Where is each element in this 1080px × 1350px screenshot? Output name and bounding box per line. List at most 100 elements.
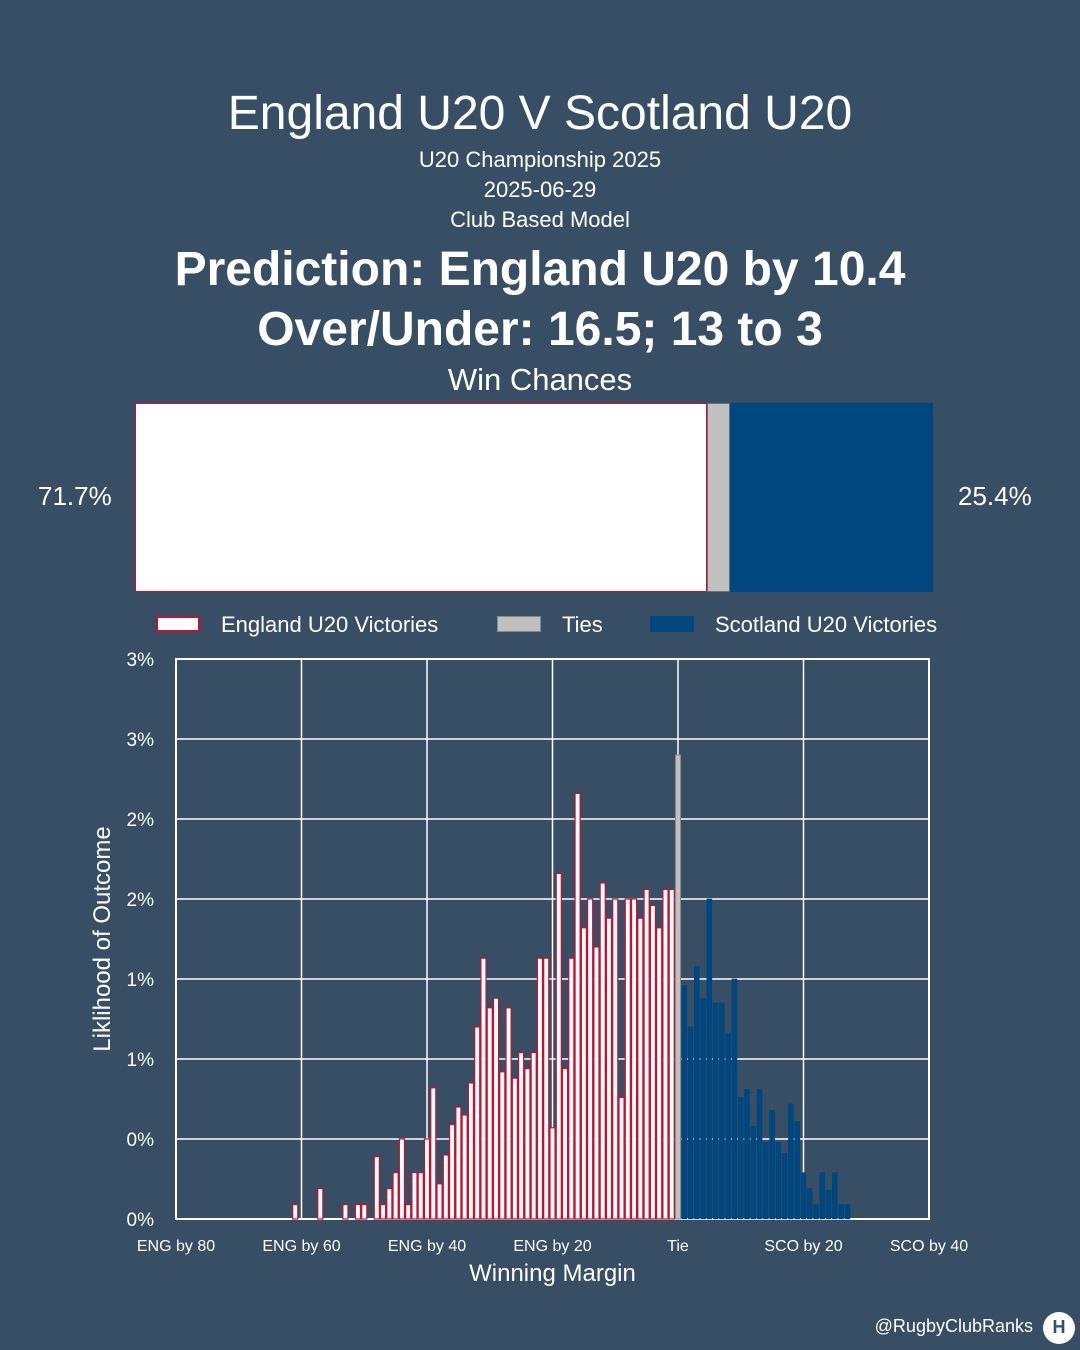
bar-england	[587, 898, 594, 1220]
bar-scotland	[813, 1204, 819, 1220]
bar-scotland	[800, 1172, 807, 1220]
bar-england	[492, 997, 500, 1220]
brand-logo-icon: H	[1043, 1312, 1075, 1344]
bar-england	[292, 1203, 299, 1220]
bar-scotland	[794, 1121, 801, 1220]
bar-tie	[674, 754, 682, 1220]
bar-scotland	[806, 1188, 813, 1220]
bar-england	[486, 1007, 493, 1220]
bar-england	[593, 946, 600, 1220]
bar-scotland	[825, 1189, 832, 1220]
bar-england	[467, 1082, 475, 1220]
bar-england	[461, 1114, 468, 1220]
bar-england	[386, 1187, 393, 1220]
bar-scotland	[781, 1153, 788, 1220]
y-tick-label: 2%	[127, 890, 155, 911]
bar-england	[430, 1087, 437, 1220]
y-tick-label: 0%	[127, 1130, 155, 1151]
over-under-text: Over/Under: 16.5; 13 to 3	[257, 303, 823, 356]
credit-handle: @RugbyClubRanks	[874, 1316, 1033, 1336]
bar-england	[373, 1155, 380, 1220]
bar-england	[455, 1106, 462, 1220]
bar-england	[568, 957, 575, 1220]
bar-england	[555, 872, 562, 1220]
bar-scotland	[725, 1033, 731, 1220]
bar-england	[561, 1068, 569, 1220]
bar-england	[624, 898, 631, 1220]
bar-scotland	[756, 1089, 763, 1220]
y-tick-label: 3%	[127, 650, 155, 671]
bar-england	[499, 1071, 506, 1220]
win-bar-tie	[707, 403, 730, 592]
win-bar-scotland	[730, 403, 933, 592]
bar-england	[317, 1187, 324, 1220]
bar-england	[580, 927, 588, 1220]
x-tick-label: SCO by 40	[890, 1238, 968, 1255]
bar-england	[442, 1154, 449, 1220]
bar-scotland	[681, 985, 688, 1220]
match-date: 2025-06-29	[483, 177, 597, 202]
chart-title: England U20 V Scotland U20	[227, 87, 853, 140]
legend-label-england: England U20 Victories	[221, 612, 439, 637]
bar-england	[543, 957, 550, 1220]
bar-england	[436, 1183, 443, 1220]
bar-scotland	[712, 1002, 719, 1220]
bar-england	[398, 1138, 406, 1220]
x-tick-label: ENG by 40	[388, 1238, 466, 1255]
bar-england	[511, 1077, 518, 1220]
bar-scotland	[819, 1172, 826, 1220]
model-name: Club Based Model	[450, 207, 630, 232]
scotland-win-pct: 25.4%	[958, 481, 1032, 511]
bar-scotland	[775, 1141, 782, 1220]
bar-england	[549, 1127, 556, 1220]
bar-england	[656, 927, 663, 1220]
x-tick-label: Tie	[667, 1238, 689, 1255]
legend-swatch-england	[156, 616, 200, 632]
bar-england	[405, 1203, 412, 1220]
bar-england	[392, 1171, 399, 1220]
bar-england	[379, 1203, 387, 1220]
y-tick-label: 2%	[127, 810, 155, 831]
bar-scotland	[737, 1097, 744, 1220]
legend: England U20 Victories Ties Scotland U20 …	[0, 610, 1080, 644]
y-tick-label: 1%	[127, 1050, 155, 1071]
bar-england	[643, 888, 650, 1220]
win-bar-england	[135, 403, 707, 592]
bar-england	[342, 1203, 349, 1220]
bar-scotland	[719, 1002, 725, 1220]
x-tick-label: SCO by 20	[764, 1238, 842, 1255]
bar-england	[505, 1007, 512, 1220]
bar-england	[668, 888, 675, 1220]
x-tick-label: ENG by 20	[513, 1238, 591, 1255]
bar-england	[536, 957, 544, 1220]
legend-swatch-scotland	[650, 616, 694, 632]
bar-scotland	[844, 1204, 851, 1220]
bar-england	[474, 1026, 481, 1220]
bar-england	[618, 1096, 625, 1220]
win-chances-title: Win Chances	[447, 362, 633, 397]
legend-label-scotland: Scotland U20 Victories	[715, 612, 938, 637]
x-tick-label: ENG by 60	[262, 1238, 340, 1255]
bar-scotland	[788, 1103, 794, 1220]
prediction-text: Prediction: England U20 by 10.4	[174, 243, 906, 296]
bar-england	[630, 898, 638, 1220]
bar-england	[599, 882, 606, 1220]
competition-name: U20 Championship 2025	[418, 147, 662, 172]
bar-england	[649, 904, 657, 1220]
bar-england	[517, 1052, 525, 1220]
bar-scotland	[750, 1125, 757, 1220]
bar-england	[480, 957, 487, 1220]
bar-scotland	[687, 1026, 694, 1220]
bar-england	[574, 792, 581, 1220]
bar-england	[605, 917, 613, 1220]
bar-scotland	[769, 1109, 775, 1220]
bar-england	[637, 917, 644, 1220]
bar-england	[411, 1171, 418, 1220]
bar-england	[524, 1068, 531, 1220]
bar-scotland	[832, 1172, 838, 1220]
bar-england	[417, 1171, 424, 1220]
legend-swatch-ties	[497, 616, 541, 632]
y-tick-label: 0%	[127, 1210, 155, 1231]
y-tick-label: 1%	[127, 970, 155, 991]
bar-england	[354, 1203, 362, 1220]
